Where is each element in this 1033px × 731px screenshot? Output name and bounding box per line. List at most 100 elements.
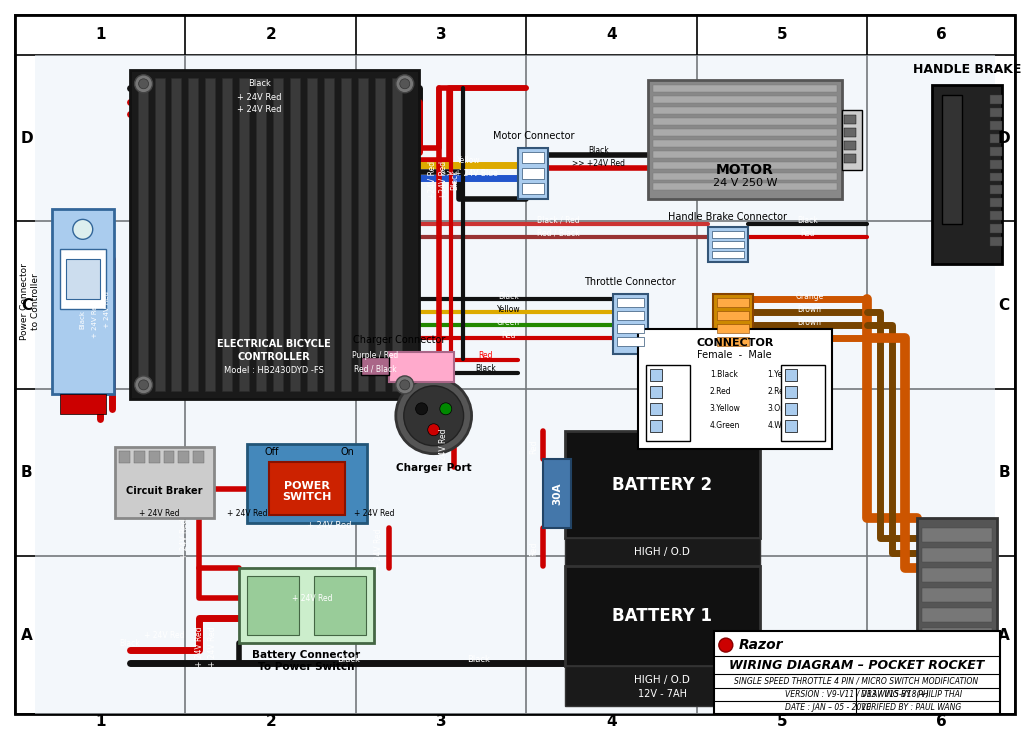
Text: Black / Red: Black / Red: [537, 216, 580, 225]
Text: 3.Orange: 3.Orange: [768, 404, 804, 413]
Bar: [617, 311, 644, 320]
Bar: [844, 115, 856, 124]
Text: + 24V Red: + 24V Red: [139, 509, 180, 518]
Text: D: D: [998, 131, 1010, 145]
Text: CONNECTOR: CONNECTOR: [696, 338, 774, 348]
Text: Model : HB2430DYD -FS: Model : HB2430DYD -FS: [224, 366, 324, 376]
Text: Throttle Connector: Throttle Connector: [585, 277, 676, 287]
Text: + 24V Red: + 24V Red: [374, 528, 383, 569]
Bar: [179, 451, 189, 463]
Text: Orange: Orange: [795, 330, 823, 339]
Circle shape: [138, 79, 149, 88]
Text: DRAWING BY : PHILIP THAI: DRAWING BY : PHILIP THAI: [862, 691, 963, 700]
Text: B: B: [21, 465, 33, 480]
Circle shape: [396, 75, 414, 93]
Text: 24 V 250 W: 24 V 250 W: [713, 178, 777, 189]
Text: 6: 6: [936, 714, 946, 730]
Text: + 24V Red: + 24V Red: [307, 521, 351, 530]
Bar: [129, 70, 418, 399]
Text: +24V Red: +24V Red: [429, 160, 437, 199]
Bar: [990, 186, 1002, 194]
Circle shape: [396, 378, 472, 454]
Text: SINGLE SPEED THROTTLE 4 PIN / MICRO SWITCH MODIFICATION: SINGLE SPEED THROTTLE 4 PIN / MICRO SWIT…: [734, 676, 978, 686]
Bar: [990, 159, 1002, 169]
Bar: [614, 294, 648, 354]
Text: WIRING DIAGRAM – POCKET ROCKET: WIRING DIAGRAM – POCKET ROCKET: [729, 659, 984, 672]
Text: Red / Black: Red / Black: [537, 229, 580, 238]
Text: Red / Black: Red / Black: [353, 365, 397, 374]
Bar: [785, 369, 796, 381]
Text: DATE : JAN – 05 - 2010: DATE : JAN – 05 - 2010: [785, 703, 871, 713]
Bar: [650, 369, 662, 381]
Bar: [60, 394, 105, 414]
Bar: [565, 567, 759, 666]
Bar: [247, 444, 367, 523]
Bar: [650, 403, 662, 414]
Text: Circuit Braker: Circuit Braker: [126, 485, 202, 496]
Text: 6: 6: [936, 28, 946, 42]
Bar: [708, 227, 748, 262]
Bar: [523, 167, 544, 178]
Bar: [617, 298, 644, 307]
Bar: [648, 80, 843, 200]
Bar: [653, 183, 838, 191]
Bar: [270, 462, 345, 515]
Bar: [990, 121, 1002, 129]
Bar: [137, 77, 148, 391]
Text: 2: 2: [265, 714, 276, 730]
Bar: [206, 77, 215, 391]
Bar: [193, 451, 205, 463]
Text: +: +: [737, 414, 749, 429]
Bar: [785, 386, 796, 398]
Bar: [653, 118, 838, 125]
Bar: [375, 77, 385, 391]
Text: + 24V Red: + 24V Red: [145, 631, 185, 640]
Bar: [990, 107, 1002, 117]
Text: + 24V Red: + 24V Red: [353, 509, 395, 518]
Text: On: On: [340, 447, 354, 457]
Bar: [361, 357, 388, 375]
Bar: [717, 298, 749, 307]
Bar: [240, 77, 249, 391]
Bar: [171, 77, 182, 391]
Text: 4: 4: [606, 28, 617, 42]
Bar: [523, 183, 544, 194]
Bar: [713, 294, 753, 354]
Text: >> +24V Red: >> +24V Red: [571, 159, 625, 168]
Text: A: A: [21, 628, 33, 643]
Circle shape: [134, 75, 153, 93]
Text: 3: 3: [436, 28, 446, 42]
Bar: [341, 77, 351, 391]
Text: Brown: Brown: [797, 317, 821, 327]
Bar: [519, 148, 549, 200]
Bar: [357, 77, 368, 391]
Circle shape: [440, 403, 451, 414]
Text: 30A: 30A: [553, 482, 562, 505]
Text: 5: 5: [777, 714, 787, 730]
Circle shape: [415, 403, 428, 414]
Text: Handle Brake Connector: Handle Brake Connector: [668, 213, 787, 222]
Text: Red: Red: [529, 439, 538, 454]
Text: ELECTRICAL BICYCLE: ELECTRICAL BICYCLE: [217, 339, 331, 349]
Bar: [844, 140, 856, 150]
Bar: [922, 548, 992, 562]
Bar: [523, 151, 544, 162]
Text: VERSION : V9-V11 / V13 / V15-V18(+): VERSION : V9-V11 / V13 / V15-V18(+): [785, 691, 929, 700]
Text: Red: Red: [529, 541, 538, 556]
Text: POWER
SWITCH: POWER SWITCH: [282, 481, 332, 502]
Text: C: C: [999, 298, 1009, 313]
Bar: [653, 162, 838, 169]
Text: 5: 5: [777, 28, 787, 42]
Text: 4.White: 4.White: [768, 421, 797, 431]
Bar: [60, 249, 105, 309]
Text: BATTERY 2: BATTERY 2: [612, 476, 712, 493]
Bar: [922, 648, 992, 662]
Text: + 24V Red: + 24V Red: [237, 94, 281, 102]
Text: 2.Red: 2.Red: [710, 387, 731, 396]
Bar: [990, 238, 1002, 246]
Text: 4.Green: 4.Green: [710, 421, 741, 431]
Text: Off: Off: [265, 447, 279, 457]
Bar: [638, 329, 833, 449]
Text: Red: Red: [801, 229, 815, 238]
Bar: [990, 173, 1002, 181]
